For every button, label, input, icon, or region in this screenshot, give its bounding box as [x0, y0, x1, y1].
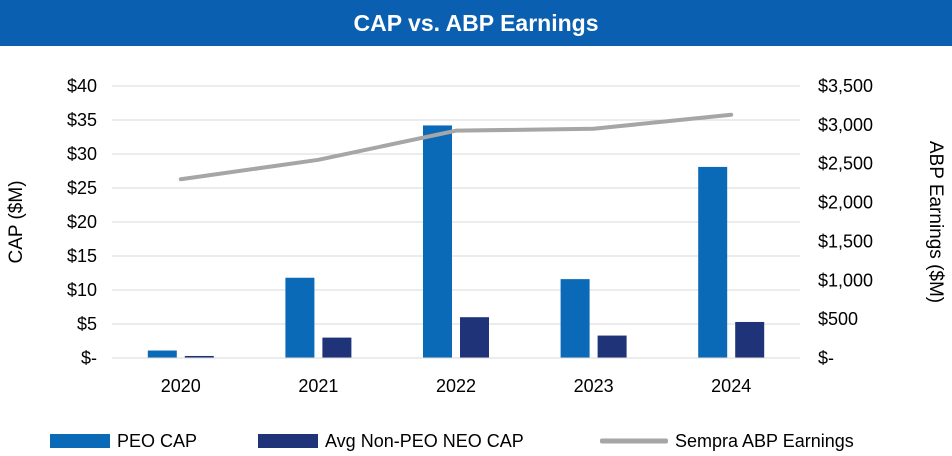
bar-avg-non-peo-neo-cap	[322, 337, 352, 358]
y-tick-label-left: $-	[81, 348, 97, 368]
y-tick-label-right: $2,000	[818, 193, 873, 213]
y-tick-label-left: $25	[67, 178, 97, 198]
legend-label: Sempra ABP Earnings	[675, 431, 854, 451]
x-tick-label: 2021	[298, 376, 338, 396]
y-tick-label-left: $35	[67, 110, 97, 130]
bar-peo-cap	[285, 277, 315, 358]
x-tick-label: 2022	[436, 376, 476, 396]
legend-swatch	[600, 438, 668, 444]
line-series	[178, 112, 734, 182]
legend-label: Avg Non-PEO NEO CAP	[325, 431, 524, 451]
bar-peo-cap	[423, 125, 452, 358]
y-axis-title-right: ABP Earnings ($M)	[925, 141, 946, 303]
y-tick-label-right: $500	[818, 309, 858, 329]
y-tick-label-right: $2,500	[818, 154, 873, 174]
legend-swatch	[258, 434, 318, 448]
line-sempra-abp-earnings	[178, 112, 734, 182]
y-axis-title-left: CAP ($M)	[6, 180, 27, 263]
bar-avg-non-peo-neo-cap	[184, 355, 214, 358]
legend: PEO CAP Avg Non-PEO NEO CAP Sempra ABP Ear…	[50, 431, 854, 451]
y-tick-label-right: $-	[818, 348, 834, 368]
bar-peo-cap	[147, 350, 177, 358]
bar-peo-cap	[560, 279, 590, 358]
axes: $- $5 $10 $15 $20 $25 $30 $35 $40 $- $500 $1,000 $1,…	[6, 76, 946, 396]
bar-avg-non-peo-neo-cap	[597, 335, 627, 358]
y-tick-label-left: $40	[67, 76, 97, 96]
bar-avg-non-peo-neo-cap	[460, 317, 489, 358]
legend-swatch	[50, 434, 110, 448]
y-tick-label-left: $20	[67, 212, 97, 232]
chart-title: CAP vs. ABP Earnings	[0, 0, 952, 46]
y-tick-label-left: $15	[67, 246, 97, 266]
x-tick-label: 2024	[711, 376, 751, 396]
bar-avg-non-peo-neo-cap	[735, 321, 765, 358]
y-tick-label-right: $3,000	[818, 115, 873, 135]
y-tick-label-left: $30	[67, 144, 97, 164]
y-tick-label-left: $10	[67, 280, 97, 300]
x-tick-label: 2023	[574, 376, 614, 396]
legend-label: PEO CAP	[117, 431, 197, 451]
y-tick-label-left: $5	[77, 314, 97, 334]
gridlines	[112, 85, 800, 325]
y-tick-label-right: $1,500	[818, 231, 873, 251]
y-tick-label-right: $3,500	[818, 76, 873, 96]
bar-peo-cap	[698, 166, 728, 358]
y-tick-label-right: $1,000	[818, 270, 873, 290]
x-tick-label: 2020	[161, 376, 201, 396]
bar-series	[147, 125, 765, 358]
